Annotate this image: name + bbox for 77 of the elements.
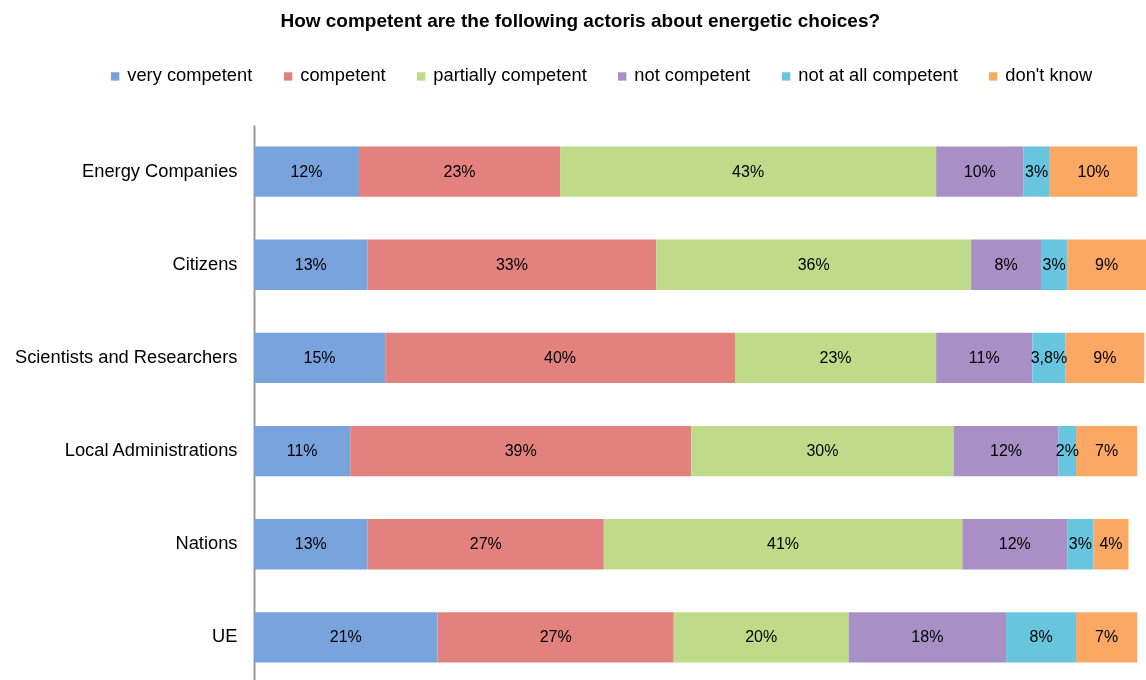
data-label: 9%	[1095, 255, 1119, 273]
data-label: 3%	[1068, 535, 1092, 553]
bar	[254, 239, 368, 290]
bar	[254, 519, 368, 570]
bar	[1076, 612, 1138, 663]
bar	[1067, 519, 1094, 570]
bar	[1093, 519, 1129, 570]
legend-label: very competent	[127, 64, 253, 86]
bar	[1067, 239, 1146, 290]
data-label: 27%	[469, 535, 502, 553]
data-label: 12%	[998, 535, 1031, 553]
data-label: 23%	[443, 162, 476, 180]
bar	[936, 146, 1024, 197]
bar	[734, 332, 937, 384]
bar	[254, 146, 359, 197]
data-label: 7%	[1095, 442, 1119, 460]
y-tick-label: Citizens	[172, 252, 238, 274]
bar	[848, 612, 1007, 663]
bar	[1049, 146, 1138, 197]
bar	[962, 519, 1068, 570]
y-tick-label: Local Administrations	[64, 439, 238, 461]
data-label: 21%	[329, 628, 362, 646]
data-label: 30%	[806, 442, 839, 460]
chart-title: How competent are the following actoris about energetic choices?	[280, 10, 881, 31]
bar	[560, 146, 937, 197]
bar	[971, 239, 1042, 290]
data-label: 13%	[294, 535, 327, 553]
legend-label: partially competent	[433, 64, 587, 86]
data-label: 12%	[290, 162, 323, 180]
data-label: 43%	[732, 162, 765, 180]
legend-label: not competent	[634, 64, 751, 86]
data-label: 10%	[1077, 162, 1110, 180]
bar	[603, 519, 963, 570]
bar	[385, 332, 735, 384]
bar	[1065, 332, 1145, 384]
bar	[437, 612, 674, 663]
legend-label: competent	[300, 64, 386, 86]
bar	[673, 612, 849, 663]
bar	[358, 146, 561, 197]
bar	[254, 425, 351, 477]
data-label: 8%	[994, 255, 1018, 273]
y-tick-label: UE	[212, 625, 238, 647]
bar	[350, 425, 692, 477]
bar	[691, 425, 954, 477]
bar	[254, 612, 438, 663]
data-label: 33%	[495, 255, 528, 273]
data-label: 11%	[286, 442, 318, 460]
data-label: 39%	[504, 442, 537, 460]
data-label: 11%	[968, 348, 1000, 366]
data-label: 7%	[1095, 628, 1119, 646]
data-label: 3%	[1042, 255, 1066, 273]
legend-label: not at all competent	[798, 64, 958, 86]
legend-label: don't know	[1005, 64, 1093, 86]
data-label: 9%	[1093, 348, 1117, 366]
data-label: 13%	[294, 255, 327, 273]
y-tick-label: Nations	[175, 532, 238, 554]
data-label: 8%	[1029, 628, 1053, 646]
data-label: 10%	[963, 162, 996, 180]
data-label: 27%	[539, 628, 572, 646]
bar	[367, 519, 604, 570]
data-label: 36%	[797, 255, 830, 273]
bar	[936, 332, 1033, 384]
data-label: 20%	[745, 628, 778, 646]
data-label: 15%	[303, 348, 336, 366]
bar	[254, 332, 386, 384]
data-label: 41%	[767, 535, 800, 553]
y-tick-label: Energy Companies	[82, 159, 238, 181]
bar	[1006, 612, 1077, 663]
bar	[656, 239, 972, 290]
bar	[367, 239, 657, 290]
y-tick-label: Scientists and Researchers	[14, 345, 238, 367]
data-label: 23%	[819, 348, 852, 366]
data-label: 12%	[990, 442, 1023, 460]
data-label: 40%	[544, 348, 577, 366]
data-label: 3%	[1025, 162, 1049, 180]
data-label: 4%	[1099, 535, 1123, 553]
data-label: 18%	[911, 628, 944, 646]
